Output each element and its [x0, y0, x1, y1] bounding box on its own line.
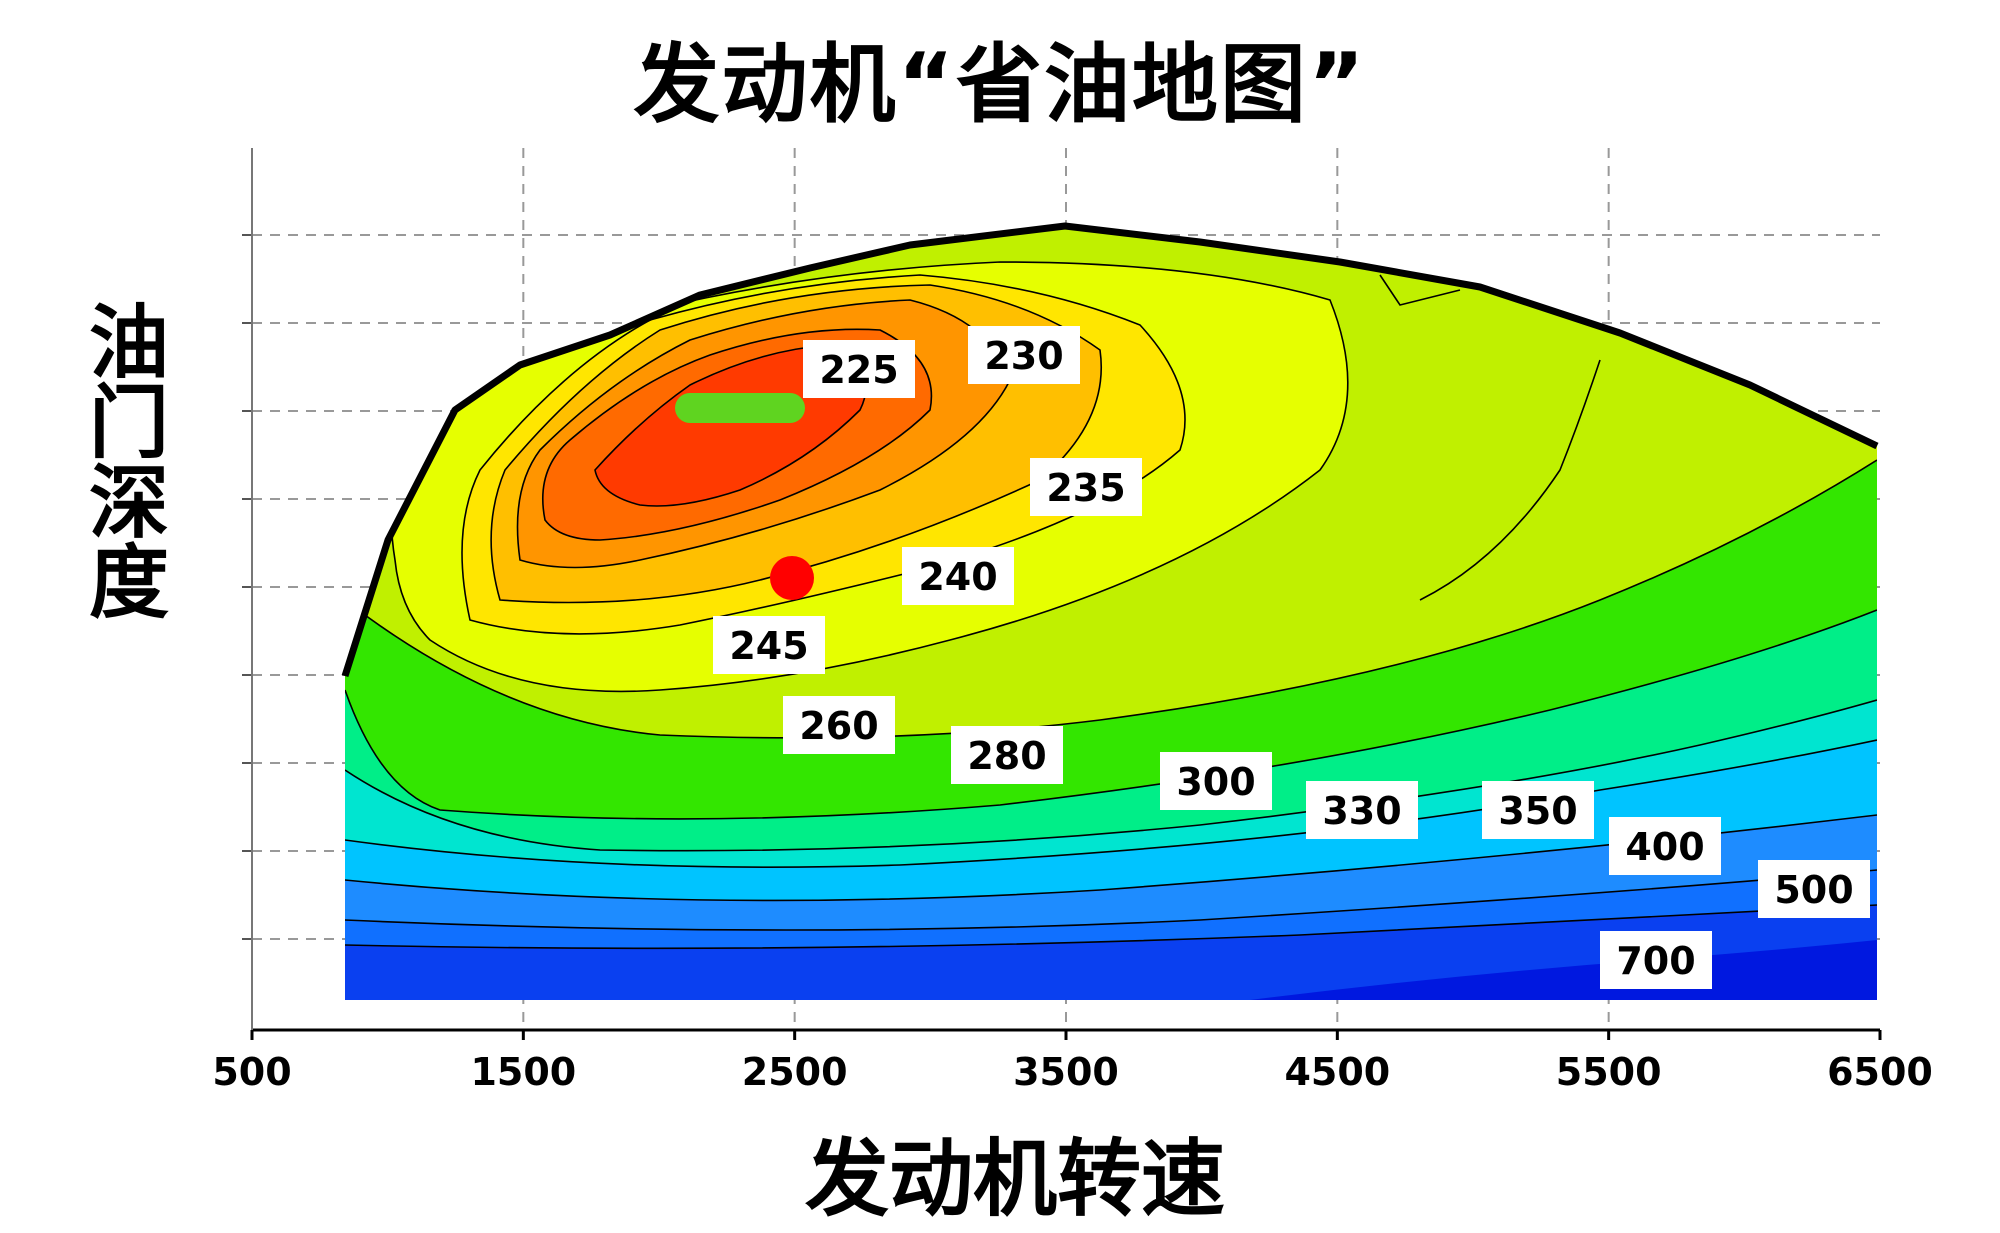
x-tick-label: 5500 [1556, 1050, 1662, 1094]
contour-label-225-text: 225 [819, 348, 898, 392]
contour-label-700: 700 [1600, 931, 1712, 989]
contour-label-330: 330 [1306, 781, 1418, 839]
contour-label-350: 350 [1482, 781, 1594, 839]
envelope-boundary [341, 222, 1879, 678]
x-tick-label: 6500 [1827, 1050, 1933, 1094]
contour-label-235: 235 [1030, 458, 1142, 516]
contour-label-500-text: 500 [1774, 868, 1853, 912]
contour-labels: 225 230 235 240 245 260 280 300 [713, 326, 1870, 989]
contour-label-280: 280 [951, 726, 1063, 784]
y-axis-label: 油门深度 [76, 300, 169, 620]
contour-label-500: 500 [1758, 860, 1870, 918]
contour-label-235-text: 235 [1046, 466, 1125, 510]
contour-label-330-text: 330 [1322, 789, 1401, 833]
contour-label-225: 225 [803, 340, 915, 398]
contour-label-280-text: 280 [967, 734, 1046, 778]
x-tick-label: 1500 [470, 1050, 576, 1094]
contour-label-300: 300 [1160, 752, 1272, 810]
contour-region-225 [595, 345, 866, 506]
contour-label-260: 260 [783, 696, 895, 754]
contour-label-260-text: 260 [799, 704, 878, 748]
contour-label-350-text: 350 [1498, 789, 1577, 833]
contour-label-400: 400 [1609, 817, 1721, 875]
contour-label-300-text: 300 [1176, 760, 1255, 804]
contour-region-800 [1250, 940, 1877, 1000]
contour-label-400-text: 400 [1625, 825, 1704, 869]
contour-label-240-text: 240 [918, 555, 997, 599]
x-tick-label: 3500 [1013, 1050, 1119, 1094]
x-tick-label: 2500 [742, 1050, 848, 1094]
contour-label-245-text: 245 [729, 624, 808, 668]
contour-label-230-text: 230 [984, 334, 1063, 378]
contour-label-245: 245 [713, 616, 825, 674]
x-tick-label: 4500 [1284, 1050, 1390, 1094]
chart-title: 发动机“省油地图” [633, 35, 1367, 135]
contour-label-230: 230 [968, 326, 1080, 384]
contour-label-700-text: 700 [1616, 939, 1695, 983]
x-axis-ticks: 500 1500 2500 3500 4500 5500 6500 [212, 1030, 1933, 1094]
contour-label-240: 240 [902, 547, 1014, 605]
x-tick-label: 500 [212, 1050, 291, 1094]
contour-fill [345, 226, 1877, 1000]
marker-point [770, 556, 814, 600]
x-axis-label: 发动机转速 [804, 1130, 1225, 1228]
